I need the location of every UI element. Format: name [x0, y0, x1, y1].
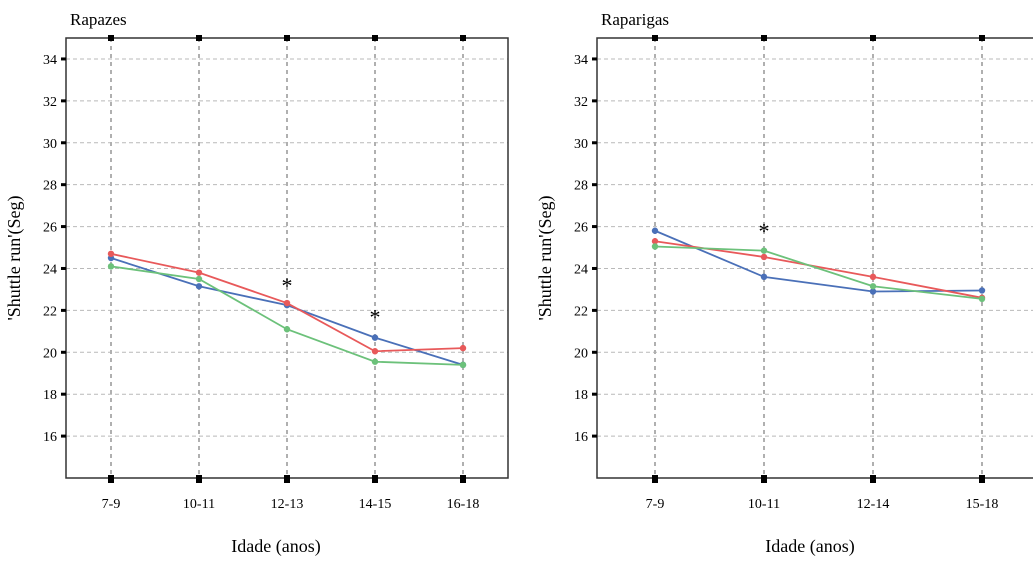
plot-frame: [596, 37, 1033, 479]
x-tick: [761, 475, 767, 483]
data-point: [651, 243, 659, 250]
significance-marker: *: [370, 304, 381, 329]
series-line: [654, 229, 983, 293]
x-tick-label: 16-18: [447, 497, 480, 512]
y-tick-label: 24: [574, 262, 588, 277]
x-tick-top: [870, 35, 876, 41]
x-tick-top: [460, 35, 466, 41]
x-tick: [979, 475, 985, 483]
x-tick-label: 7-9: [646, 497, 665, 512]
data-point: [869, 288, 877, 295]
y-tick-label: 20: [574, 346, 588, 361]
series-line: [654, 240, 983, 299]
y-tick-label: 26: [574, 221, 588, 236]
y-tick-label: 30: [574, 137, 588, 152]
y-tick-label: 16: [574, 430, 588, 445]
y-tick-label: 28: [574, 179, 588, 194]
x-tick-label: 14-15: [359, 497, 392, 512]
data-point: [371, 334, 379, 341]
x-tick-label: 12-13: [271, 497, 304, 512]
significance-marker: *: [759, 219, 770, 244]
panel-raparigas: 16 18 20 22 24 26 28 30 32 34 7-9 10-11 12-14 15-18 * R…: [535, 10, 1033, 557]
y-tick-label: 18: [574, 388, 588, 403]
data-point: [195, 283, 203, 290]
data-point: [107, 250, 115, 258]
x-tick: [284, 475, 290, 483]
y-axis-label: 'Shuttle run'(Seg): [535, 196, 556, 321]
x-tick: [196, 475, 202, 483]
data-point: [371, 348, 379, 355]
y-tick-label: 20: [43, 346, 57, 361]
x-tick: [870, 475, 876, 483]
x-tick: [460, 475, 466, 483]
y-tick-label: 32: [574, 95, 588, 110]
data-point: [760, 247, 768, 254]
data-point: [978, 295, 986, 303]
data-point: [869, 273, 877, 281]
y-tick-label: 26: [43, 221, 57, 236]
panel-rapazes: 16 18 20 22 24 26 28 30 32 34 7-9 10-11 12-13 14-15 16…: [4, 10, 509, 557]
y-tick-label: 28: [43, 179, 57, 194]
data-point: [283, 299, 291, 307]
data-point: [760, 253, 768, 261]
y-tick-label: 24: [43, 262, 57, 277]
panel-title: Rapazes: [70, 10, 127, 29]
y-tick-label: 34: [574, 53, 588, 68]
data-point: [371, 358, 379, 365]
x-tick-label: 10-11: [748, 497, 780, 512]
data-point: [760, 273, 768, 281]
data-point: [978, 287, 986, 294]
significance-marker: *: [282, 273, 293, 298]
data-point: [459, 361, 467, 369]
y-tick-label: 18: [43, 388, 57, 403]
data-point: [869, 283, 877, 290]
data-point: [651, 238, 659, 245]
x-tick-top: [108, 35, 114, 41]
data-point: [195, 275, 203, 283]
x-tick-top: [652, 35, 658, 41]
y-axis-label: 'Shuttle run'(Seg): [4, 196, 25, 321]
series-line: [654, 245, 983, 300]
y-tick-label: 22: [574, 304, 588, 319]
x-tick-label: 7-9: [102, 497, 121, 512]
x-tick-top: [761, 35, 767, 41]
y-tick-label: 22: [43, 304, 57, 319]
y-tick-label: 32: [43, 95, 57, 110]
x-tick: [372, 475, 378, 483]
data-point: [195, 269, 203, 276]
x-tick-label: 12-14: [857, 497, 890, 512]
data-point: [283, 326, 291, 333]
x-tick-top: [979, 35, 985, 41]
y-tick-label: 16: [43, 430, 57, 445]
x-tick-top: [372, 35, 378, 41]
x-tick: [652, 475, 658, 483]
y-tick-label: 30: [43, 137, 57, 152]
data-point: [459, 344, 467, 352]
x-tick: [108, 475, 114, 483]
data-point: [107, 263, 115, 270]
x-axis-label: Idade (anos): [765, 536, 854, 557]
panel-title: Raparigas: [601, 10, 669, 29]
x-tick-label: 10-11: [183, 497, 215, 512]
x-tick-top: [284, 35, 290, 41]
x-axis-label: Idade (anos): [231, 536, 320, 557]
x-tick-label: 15-18: [966, 497, 999, 512]
x-tick-top: [196, 35, 202, 41]
y-tick-label: 34: [43, 53, 57, 68]
data-point: [651, 227, 659, 234]
